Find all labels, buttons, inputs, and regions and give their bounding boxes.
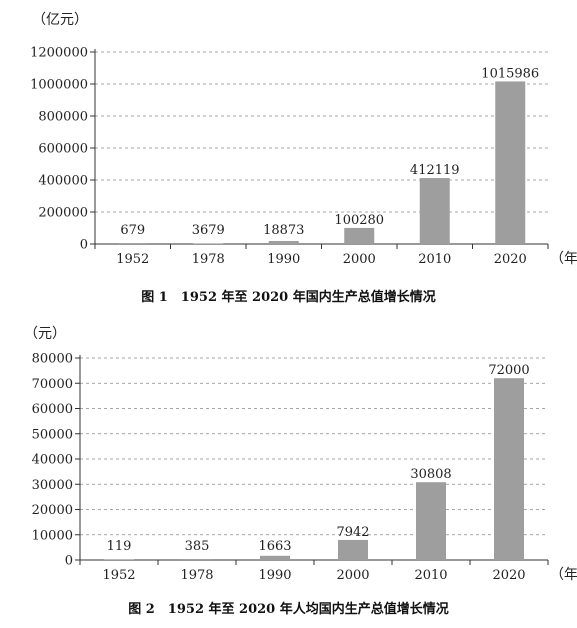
bar-value-label: 679 [120,223,145,238]
bar-value-label: 72000 [488,363,529,378]
bar [268,240,299,244]
bar-value-label: 7942 [336,525,369,540]
y-tick-label: 1000000 [30,78,88,93]
bar [182,559,212,560]
bar [338,539,368,560]
bar-value-label: 100280 [334,213,384,228]
bar [494,378,524,560]
gdp-chart-plot: （亿元） 0 200000 400000 600000 800000 1000000 1200… [30,12,577,267]
x-tick-label: 1952 [116,252,149,267]
y-tick-label: 30000 [32,478,73,493]
bar-value-label: 385 [185,539,210,554]
bar [419,178,450,244]
gdp-chart-caption: 图 1 1952 年至 2020 年国内生产总值增长情况 [141,290,436,305]
x-tick-label: 1978 [180,568,213,583]
y-tick-label: 70000 [32,377,73,392]
y-tick-label: 0 [65,554,73,569]
bar-value-label: 1663 [258,539,291,554]
bar-value-label: 119 [107,539,132,554]
y-tick-label: 800000 [38,110,88,125]
x-tick-label: 2000 [343,252,376,267]
y-axis-unit-label: （亿元） [32,12,88,28]
x-axis-unit-label: （年） [550,567,577,583]
y-tick-label: 60000 [32,402,73,417]
gdp-chart: （亿元） 0 200000 400000 600000 800000 1000000 1200… [0,0,577,310]
x-tick-label: 1990 [258,568,291,583]
per-capita-gdp-chart-plot: （元） 0 10000 20000 30000 40000 50000 60000 70000 8… [24,326,577,583]
bar [416,482,446,560]
x-axis-unit-label: （年） [550,251,577,267]
y-tick-label: 80000 [32,352,73,367]
y-tick-label: 600000 [38,142,88,157]
x-tick-label: 1990 [267,252,300,267]
x-tick-label: 2020 [494,252,527,267]
bar-value-label: 412119 [410,163,460,178]
bar-value-label: 30808 [410,467,451,482]
bar [344,227,375,244]
bar [495,81,526,245]
y-tick-label: 1200000 [30,46,88,61]
y-tick-label: 50000 [32,427,73,442]
y-tick-label: 10000 [32,528,73,543]
x-tick-label: 2000 [336,568,369,583]
y-tick-label: 40000 [32,453,73,468]
x-tick-label: 2010 [418,252,451,267]
y-axis-unit-label: （元） [24,326,66,342]
bar-value-label: 18873 [263,223,304,238]
bar-value-label: 3679 [192,223,225,238]
x-tick-label: 2020 [492,568,525,583]
bar [193,243,224,244]
x-tick-label: 1952 [102,568,135,583]
x-tick-label: 2010 [414,568,447,583]
bar-value-label: 1015986 [481,66,539,81]
x-tick-label: 1978 [192,252,225,267]
per-capita-gdp-chart: （元） 0 10000 20000 30000 40000 50000 60000 70000 8… [0,318,577,628]
bar [260,555,290,560]
y-tick-label: 0 [80,238,88,253]
y-tick-label: 200000 [38,206,88,221]
y-tick-label: 400000 [38,174,88,189]
per-capita-gdp-chart-caption: 图 2 1952 年至 2020 年人均国内生产总值增长情况 [128,602,449,617]
y-tick-label: 20000 [32,503,73,518]
